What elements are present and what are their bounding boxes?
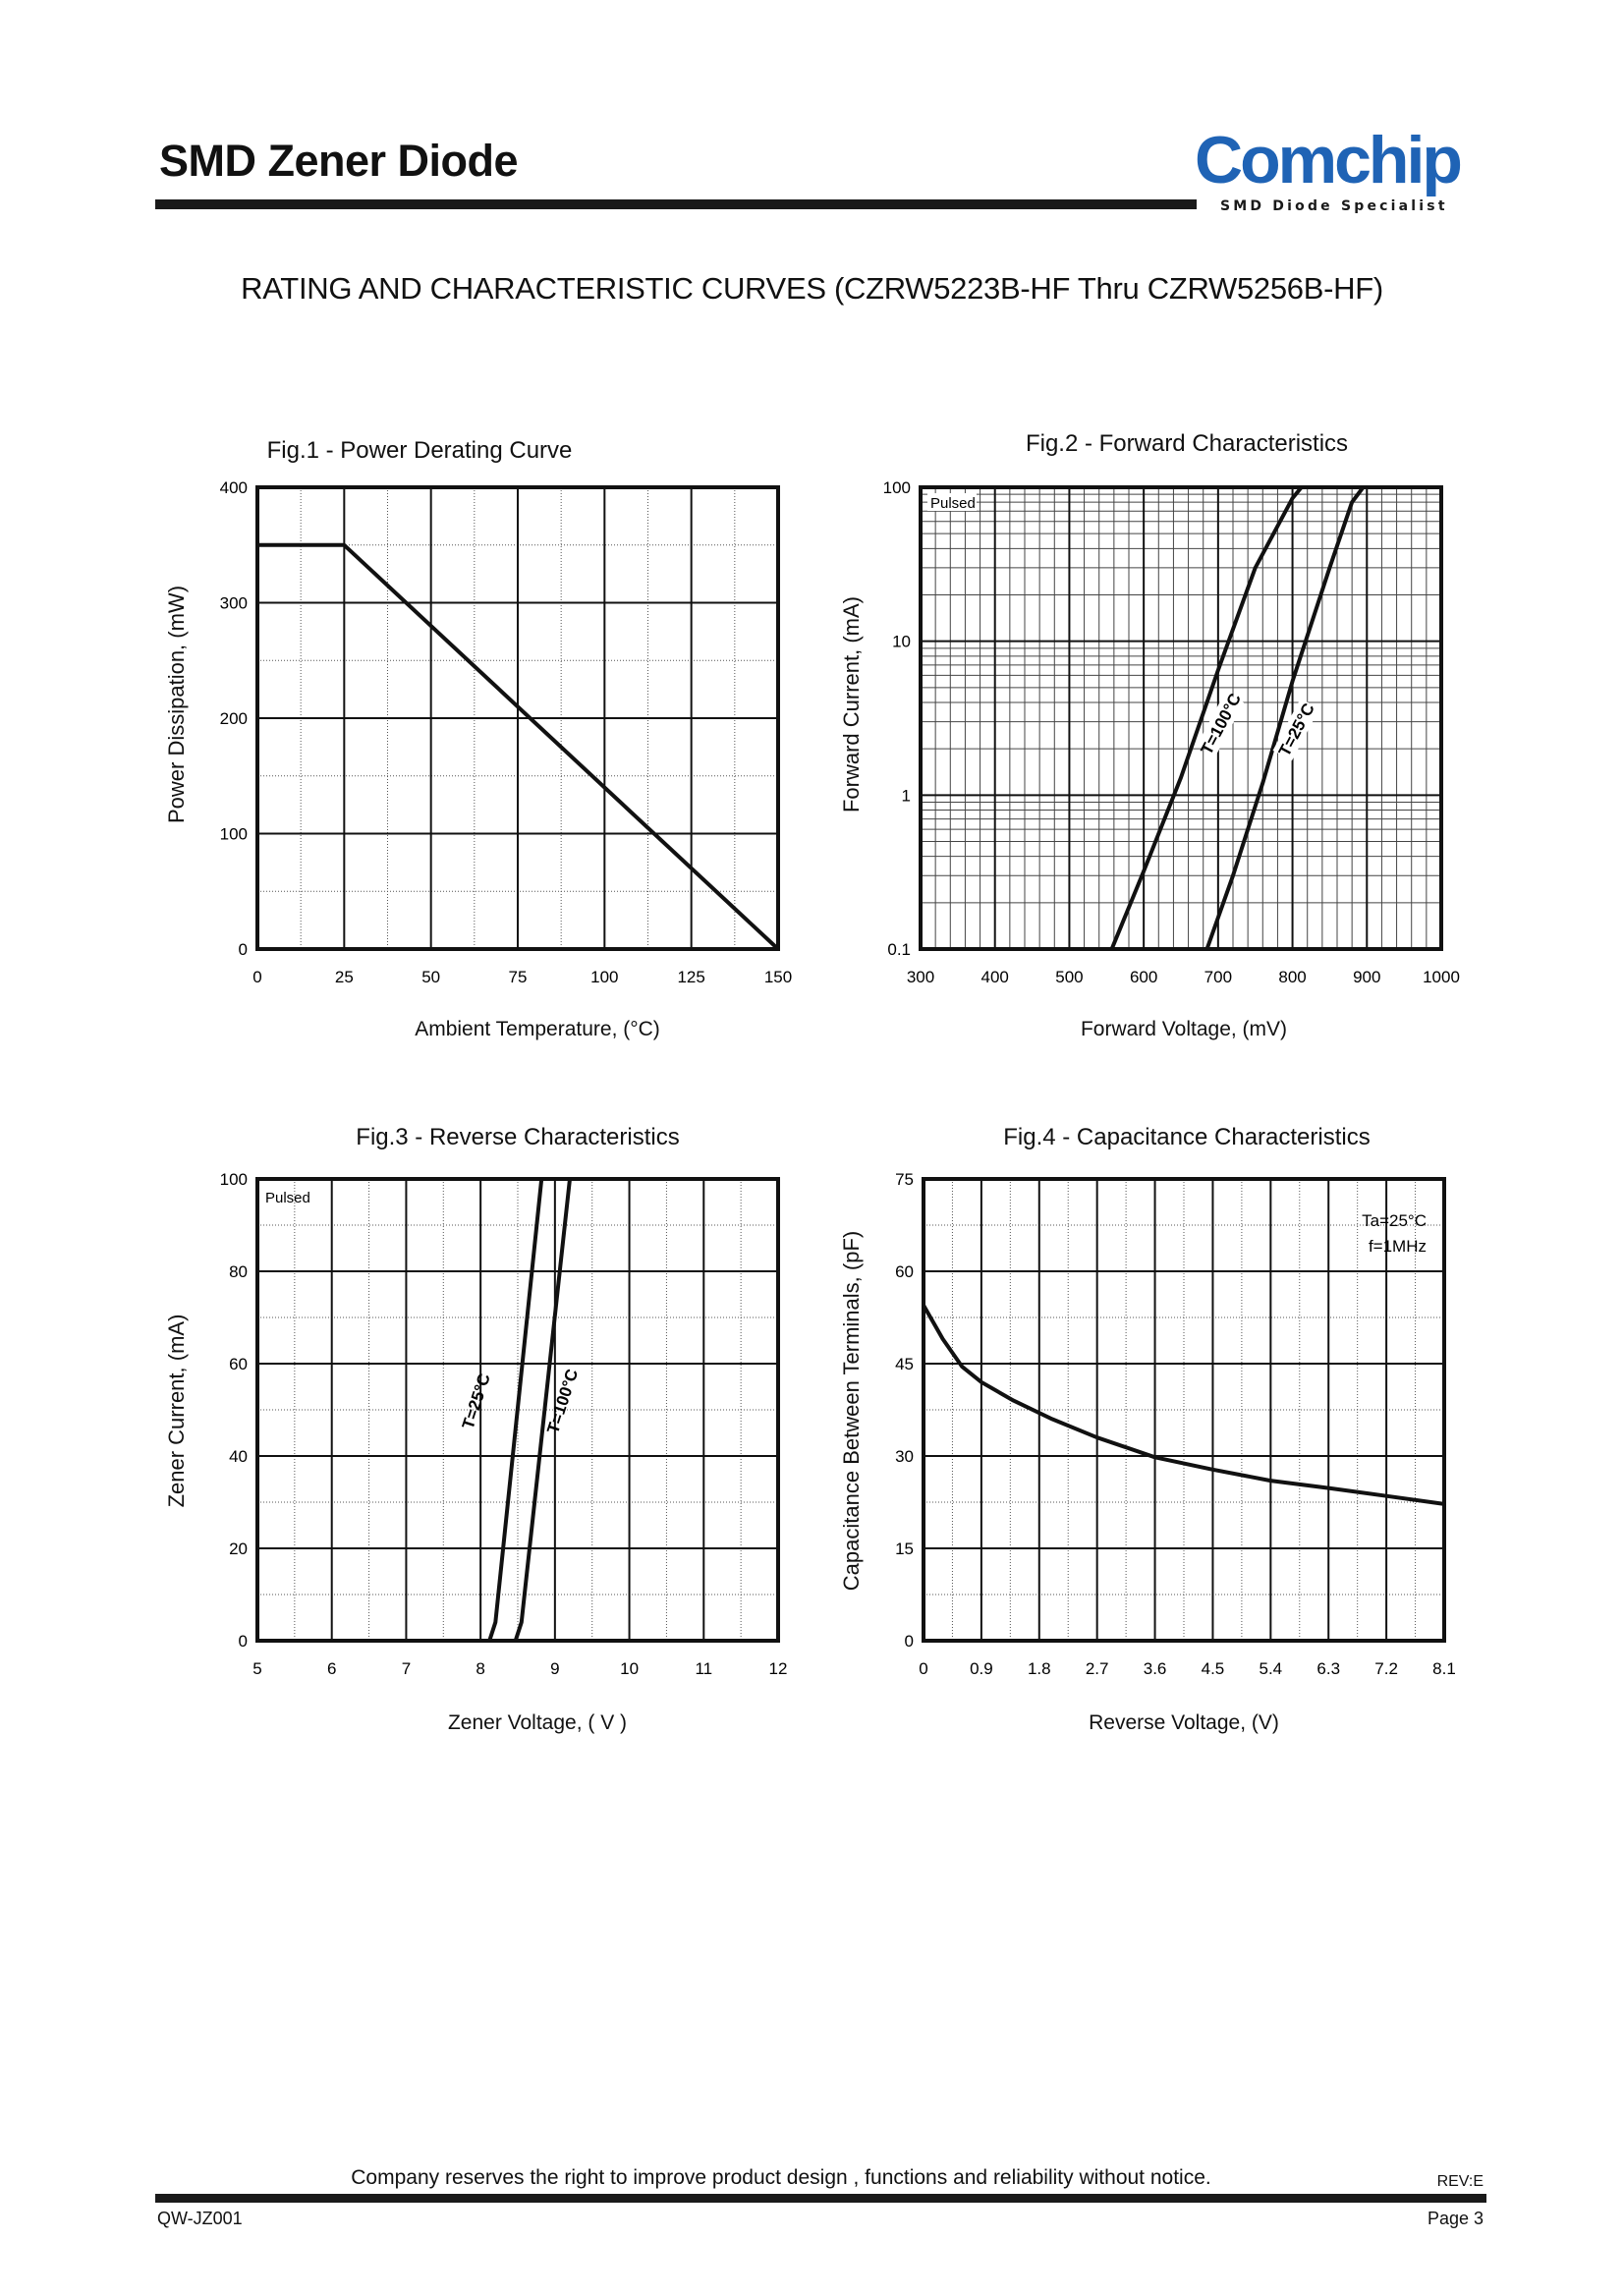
y-tick-label: 300 (220, 594, 248, 613)
figure-3: Fig.3 - Reverse Characteristics Zener Cu… (0, 0, 812, 1768)
y-tick-label: 1 (902, 786, 911, 805)
y-tick-label: 10 (892, 633, 911, 651)
footer-rule (155, 2194, 1486, 2203)
x-axis-label: Forward Voltage, (mV) (1080, 1018, 1288, 1040)
y-tick-label: 0 (239, 940, 248, 959)
condition-annotation: f=1MHz (1369, 1237, 1427, 1256)
y-tick-label: 200 (220, 709, 248, 728)
x-tick-label: 150 (764, 968, 792, 986)
y-tick-label: 40 (229, 1447, 248, 1466)
y-tick-label: 0.1 (887, 940, 911, 959)
figure-2: Fig.2 - Forward Characteristics Forward … (0, 0, 1624, 1081)
x-tick-label: 50 (421, 968, 440, 986)
capacitance-characteristics-chart: 0 0.9 1.8 2.7 3.6 4.5 5.4 6.3 7.2 8.1 0 15 30 45 60 75 T… (895, 1170, 1456, 1678)
figure-title: Fig.3 - Reverse Characteristics (356, 1124, 680, 1150)
page-number: Page 3 (1427, 2209, 1484, 2228)
logo-tagline: SMD Diode Specialist (1220, 198, 1448, 214)
x-tick-label: 3.6 (1144, 1659, 1167, 1678)
y-tick-label: 30 (895, 1447, 914, 1466)
x-axis-label: Ambient Temperature, (°C) (415, 1018, 660, 1040)
y-tick-label: 100 (883, 478, 911, 497)
x-tick-label: 6 (327, 1659, 336, 1678)
y-tick-label: 20 (229, 1540, 248, 1558)
x-tick-label: 400 (981, 968, 1009, 986)
document-code: QW-JZ001 (157, 2209, 243, 2228)
x-tick-label: 8 (476, 1659, 484, 1678)
power-derating-chart: 0 25 50 75 100 125 150 0 100 200 300 400 (220, 478, 793, 986)
figure-title: Fig.4 - Capacitance Characteristics (1003, 1124, 1371, 1150)
y-tick-label: 45 (895, 1355, 914, 1373)
x-tick-label: 7.2 (1374, 1659, 1398, 1678)
forward-characteristics-chart: 300 400 500 600 700 800 900 1000 0.1 1 10 100 Pulsed… (883, 478, 1460, 986)
y-tick-label: 60 (895, 1262, 914, 1281)
x-tick-label: 5 (252, 1659, 261, 1678)
x-axis-label: Zener Voltage, ( V ) (447, 1711, 628, 1734)
x-tick-label: 300 (907, 968, 934, 986)
x-tick-label: 5.4 (1260, 1659, 1283, 1678)
y-tick-label: 100 (220, 825, 248, 844)
x-tick-label: 1.8 (1028, 1659, 1051, 1678)
x-tick-label: 500 (1055, 968, 1083, 986)
header-rule (155, 199, 1197, 209)
x-tick-label: 600 (1130, 968, 1157, 986)
pulsed-annotation: Pulsed (930, 495, 976, 512)
x-tick-label: 900 (1353, 968, 1380, 986)
x-tick-label: 8.1 (1432, 1659, 1456, 1678)
x-tick-label: 4.5 (1202, 1659, 1225, 1678)
plot-frame (922, 1177, 1446, 1643)
x-tick-label: 0 (252, 968, 261, 986)
y-tick-label: 60 (229, 1355, 248, 1373)
plot-frame (919, 485, 1443, 951)
plot-frame (255, 485, 780, 951)
y-tick-label: 0 (905, 1632, 914, 1651)
series-line (1109, 485, 1304, 950)
x-tick-label: 0.9 (970, 1659, 993, 1678)
label-bg (1272, 698, 1320, 761)
x-tick-label: 700 (1204, 968, 1232, 986)
y-tick-label: 100 (220, 1170, 248, 1189)
x-tick-label: 12 (769, 1659, 788, 1678)
x-tick-label: 2.7 (1086, 1659, 1109, 1678)
figure-title: Fig.1 - Power Derating Curve (266, 437, 573, 464)
series-line (1204, 485, 1366, 950)
revision-label: REV:E (1436, 2173, 1484, 2190)
x-tick-label: 1000 (1423, 968, 1460, 986)
x-tick-label: 100 (590, 968, 618, 986)
y-tick-label: 15 (895, 1540, 914, 1558)
figure-4: Fig.4 - Capacitance Characteristics Capa… (839, 1124, 1456, 1734)
x-tick-label: 125 (677, 968, 704, 986)
series-line (257, 542, 780, 951)
x-tick-label: 10 (620, 1659, 639, 1678)
figure-title: Fig.2 - Forward Characteristics (1025, 430, 1349, 457)
series-line (513, 1178, 572, 1642)
x-tick-label: 6.3 (1316, 1659, 1340, 1678)
y-tick-label: 75 (895, 1170, 914, 1189)
pulsed-annotation: Pulsed (265, 1190, 310, 1206)
annotation-bg (927, 493, 977, 511)
x-tick-label: 0 (919, 1659, 927, 1678)
x-tick-label: 7 (402, 1659, 411, 1678)
y-tick-label: 400 (220, 478, 248, 497)
figure-1: Fig.1 - Power Derating Curve Power Dissi… (0, 0, 812, 1081)
series-line (487, 1178, 544, 1642)
x-tick-label: 25 (335, 968, 354, 986)
y-tick-label: 80 (229, 1262, 248, 1281)
condition-annotation: Ta=25°C (1362, 1211, 1427, 1230)
label-bg (1197, 692, 1245, 756)
document-title: SMD Zener Diode (159, 136, 519, 186)
section-title: RATING AND CHARACTERISTIC CURVES (CZRW52… (241, 271, 1383, 306)
x-tick-label: 11 (695, 1659, 712, 1678)
x-tick-label: 800 (1278, 968, 1306, 986)
footer-disclaimer: Company reserves the right to improve pr… (351, 2166, 1211, 2189)
x-axis-label: Reverse Voltage, (V) (1089, 1711, 1279, 1734)
series-line (922, 1304, 1445, 1506)
x-tick-label: 75 (509, 968, 528, 986)
logo-wordmark: Comchip (1195, 123, 1463, 197)
comchip-logo: Comchip SMD Diode Specialist (1195, 124, 1480, 218)
plot-frame (255, 1177, 780, 1643)
x-tick-label: 9 (550, 1659, 559, 1678)
y-tick-label: 0 (239, 1632, 248, 1651)
